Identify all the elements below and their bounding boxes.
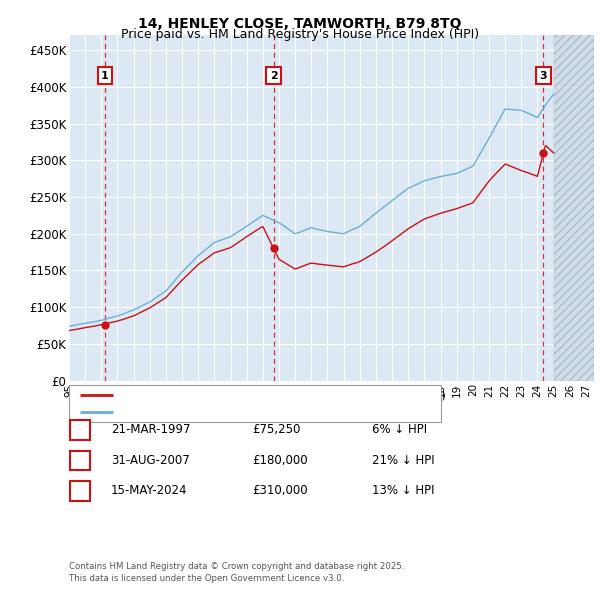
Text: £310,000: £310,000 (252, 484, 308, 497)
Text: 13% ↓ HPI: 13% ↓ HPI (372, 484, 434, 497)
Text: 2: 2 (76, 454, 84, 467)
Text: 6% ↓ HPI: 6% ↓ HPI (372, 423, 427, 436)
Text: 21% ↓ HPI: 21% ↓ HPI (372, 454, 434, 467)
Text: 1: 1 (101, 71, 109, 81)
Text: 15-MAY-2024: 15-MAY-2024 (111, 484, 187, 497)
Text: £75,250: £75,250 (252, 423, 301, 436)
Text: 21-MAR-1997: 21-MAR-1997 (111, 423, 191, 436)
Text: 1: 1 (76, 423, 84, 436)
Text: 3: 3 (539, 71, 547, 81)
Bar (554, 35, 594, 381)
Text: 2: 2 (269, 71, 277, 81)
Text: HPI: Average price, detached house, Tamworth: HPI: Average price, detached house, Tamw… (119, 407, 374, 417)
Text: 14, HENLEY CLOSE, TAMWORTH, B79 8TQ: 14, HENLEY CLOSE, TAMWORTH, B79 8TQ (138, 17, 462, 31)
Text: Contains HM Land Registry data © Crown copyright and database right 2025.
This d: Contains HM Land Registry data © Crown c… (69, 562, 404, 583)
Text: 31-AUG-2007: 31-AUG-2007 (111, 454, 190, 467)
Text: 3: 3 (76, 484, 84, 497)
Text: £180,000: £180,000 (252, 454, 308, 467)
Text: 14, HENLEY CLOSE, TAMWORTH, B79 8TQ (detached house): 14, HENLEY CLOSE, TAMWORTH, B79 8TQ (det… (119, 390, 446, 400)
Text: Price paid vs. HM Land Registry's House Price Index (HPI): Price paid vs. HM Land Registry's House … (121, 28, 479, 41)
